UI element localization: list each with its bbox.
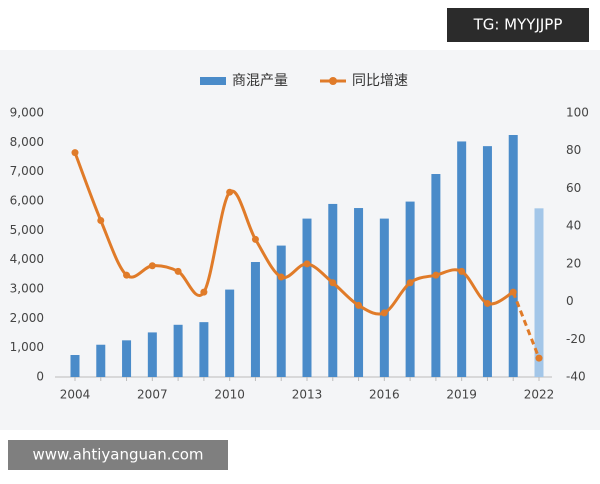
x-tick-label: 2013 xyxy=(292,388,323,402)
bar xyxy=(379,218,389,377)
y-tick-label: 1,000 xyxy=(10,340,44,354)
bar xyxy=(457,141,467,377)
y-tick-label: 2,000 xyxy=(10,311,44,325)
line-point xyxy=(380,309,388,317)
line-point xyxy=(535,354,543,362)
y2-tick-label: 0 xyxy=(566,294,574,308)
bar xyxy=(328,203,338,377)
legend-swatch xyxy=(329,77,337,85)
y-tick-label: 4,000 xyxy=(10,252,44,266)
bar xyxy=(405,201,415,377)
bar xyxy=(354,208,364,377)
y2-tick-label: -40 xyxy=(566,370,586,384)
line-point xyxy=(277,273,285,281)
y2-tick-label: -20 xyxy=(566,332,586,346)
bar xyxy=(276,245,286,377)
x-tick-label: 2016 xyxy=(369,388,400,402)
line-point xyxy=(226,188,234,196)
watermark-box xyxy=(447,8,589,42)
y2-tick-label: 80 xyxy=(566,143,581,157)
y2-tick-label: 40 xyxy=(566,219,581,233)
watermark: TG: MYYJJPP xyxy=(473,16,563,34)
y-tick-label: 6,000 xyxy=(10,194,44,208)
line-point xyxy=(123,271,131,279)
line-point xyxy=(509,288,517,296)
bar xyxy=(482,146,492,377)
bar xyxy=(534,208,544,377)
y2-tick-label: 100 xyxy=(566,106,589,120)
bar xyxy=(147,332,157,377)
bar xyxy=(199,322,209,377)
bar xyxy=(508,135,518,377)
bar xyxy=(173,324,183,377)
y-tick-label: 5,000 xyxy=(10,223,44,237)
line-dashed xyxy=(511,291,541,359)
line-point xyxy=(458,267,466,275)
watermark-box xyxy=(8,440,228,470)
bar xyxy=(250,262,260,377)
y-tick-label: 7,000 xyxy=(10,164,44,178)
bar xyxy=(122,340,132,377)
line-point xyxy=(97,216,105,224)
watermark: www.ahtiyanguan.com xyxy=(32,446,203,464)
bar xyxy=(96,344,106,377)
line-point xyxy=(71,149,79,157)
line-point xyxy=(329,279,337,287)
line-point xyxy=(174,267,182,275)
y2-tick-label: 60 xyxy=(566,181,581,195)
y-tick-label: 3,000 xyxy=(10,282,44,296)
x-tick-label: 2019 xyxy=(446,388,477,402)
line-point xyxy=(303,260,311,268)
x-tick-label: 2004 xyxy=(60,388,91,402)
y2-tick-label: 20 xyxy=(566,256,581,270)
x-tick-label: 2010 xyxy=(214,388,245,402)
line-point xyxy=(406,279,414,287)
legend-swatch xyxy=(200,77,226,85)
bar xyxy=(70,355,80,377)
bar xyxy=(302,218,312,377)
legend-label: 同比增速 xyxy=(352,73,408,89)
legend-label: 商混产量 xyxy=(232,73,288,89)
y-tick-label: 8,000 xyxy=(10,135,44,149)
line-point xyxy=(148,262,156,270)
line-point xyxy=(200,288,208,296)
line-point xyxy=(432,271,440,279)
line-point xyxy=(483,299,491,307)
line-point xyxy=(355,301,363,309)
y-tick-label: 0 xyxy=(36,370,44,384)
x-tick-label: 2022 xyxy=(524,388,555,402)
x-tick-label: 2007 xyxy=(137,388,168,402)
line-point xyxy=(251,235,259,243)
bar xyxy=(225,289,235,377)
y-tick-label: 9,000 xyxy=(10,106,44,120)
